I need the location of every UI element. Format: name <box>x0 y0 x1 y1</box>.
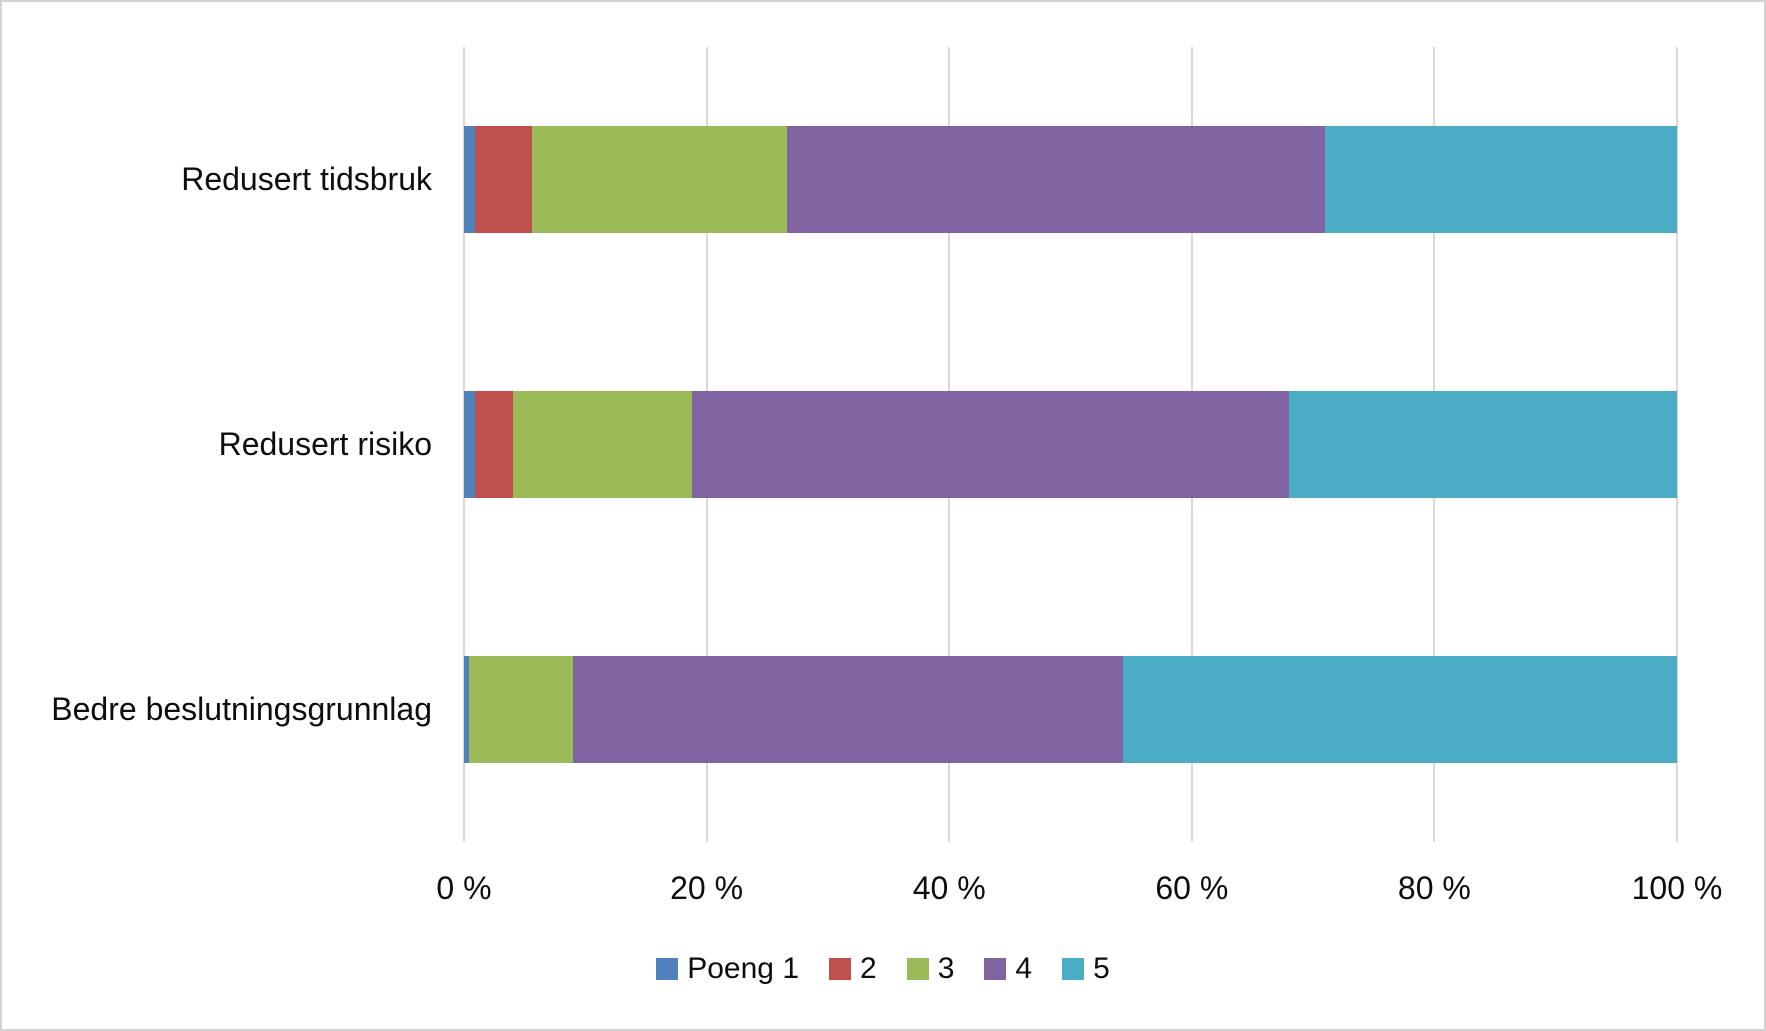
bar-segment <box>464 391 475 498</box>
bar-segment <box>464 126 475 233</box>
bar-segment <box>1325 126 1677 233</box>
legend-swatch-icon <box>1062 958 1085 980</box>
category-label: Redusert risiko <box>218 426 432 462</box>
bar-segment <box>468 656 574 763</box>
legend-label: Poeng 1 <box>687 952 800 985</box>
x-tick-label: 40 % <box>912 870 986 906</box>
bar-row <box>464 656 1677 763</box>
bar-segment <box>474 391 513 498</box>
y-axis-category-labels: Redusert tidsbruk Redusert risiko Bedre be… <box>2 47 432 842</box>
bar-segment <box>1122 656 1677 763</box>
legend-swatch-icon <box>984 958 1007 980</box>
category-label: Bedre beslutningsgrunnlag <box>51 691 432 727</box>
legend-label: 5 <box>1093 952 1110 985</box>
plot-area <box>463 47 1678 842</box>
legend-swatch-icon <box>906 958 929 980</box>
legend-item: 3 <box>906 952 955 986</box>
x-tick-label: 60 % <box>1155 870 1229 906</box>
bar-segment <box>1288 391 1677 498</box>
legend-swatch-icon <box>829 958 852 980</box>
gridline <box>1676 47 1678 842</box>
bar-segment <box>464 656 469 763</box>
legend-item: Poeng 1 <box>656 952 799 986</box>
bar-segment <box>531 126 787 233</box>
legend: Poeng 1 2 3 4 5 <box>2 952 1764 986</box>
bar-segment <box>512 391 693 498</box>
legend-item: 5 <box>1062 952 1110 986</box>
category-label: Redusert tidsbruk <box>181 161 432 197</box>
legend-item: 4 <box>984 952 1032 986</box>
bar-segment <box>474 126 532 233</box>
bar-segment <box>692 391 1289 498</box>
bar-row <box>464 126 1677 233</box>
bar-segment <box>573 656 1123 763</box>
x-tick-label: 80 % <box>1397 870 1471 906</box>
x-tick-label: 100 % <box>1631 870 1723 906</box>
legend-label: 3 <box>937 952 955 985</box>
bar-row <box>464 391 1677 498</box>
legend-label: 4 <box>1015 952 1033 985</box>
x-tick-label: 20 % <box>670 870 744 906</box>
legend-label: 2 <box>860 952 877 985</box>
bar-segment <box>786 126 1326 233</box>
legend-item: 2 <box>829 952 877 986</box>
legend-swatch-icon <box>656 958 679 980</box>
x-tick-label: 0 % <box>436 870 492 906</box>
